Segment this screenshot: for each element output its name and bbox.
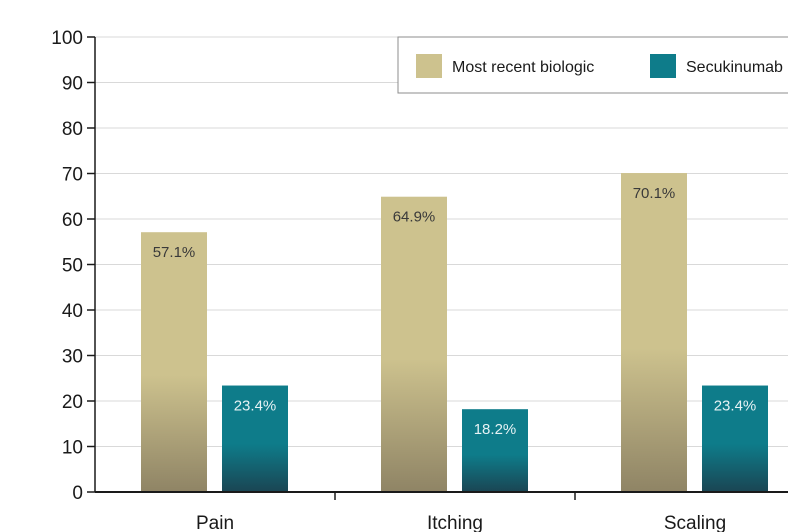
category-label: Pain — [196, 513, 234, 532]
legend-box — [397, 36, 788, 94]
category-label: Itching — [427, 513, 483, 532]
data-labels: 57.1% 23.4% 64.9% 18.2% 70.1% 23.4% — [153, 185, 757, 438]
y-tick-label: 0 — [72, 483, 83, 504]
legend: Most recent biologic Secukinumab — [397, 36, 788, 94]
bars — [141, 173, 768, 493]
axes: 0 10 20 30 40 50 60 70 80 90 100 Pain Itching Scaling — [51, 28, 788, 532]
legend-swatch — [650, 54, 676, 78]
y-tick-label: 10 — [62, 438, 83, 459]
bar — [621, 173, 687, 493]
category-label: Scaling — [664, 513, 726, 532]
bar — [381, 196, 447, 492]
legend-label: Secukinumab — [686, 59, 783, 76]
y-tick-label: 20 — [62, 392, 83, 413]
y-tick-label: 100 — [51, 28, 83, 49]
bar — [141, 232, 207, 492]
legend-label: Most recent biologic — [452, 59, 594, 76]
bar — [462, 409, 528, 492]
data-label: 23.4% — [234, 398, 277, 415]
y-tick-label: 80 — [62, 119, 83, 140]
data-label: 57.1% — [153, 244, 196, 261]
y-tick-label: 70 — [62, 165, 83, 186]
y-tick-label: 50 — [62, 256, 83, 277]
data-label: 70.1% — [633, 185, 676, 202]
y-tick-label: 90 — [62, 74, 83, 95]
bar — [702, 385, 768, 492]
y-tick-label: 30 — [62, 347, 83, 368]
data-label: 18.2% — [474, 421, 517, 438]
y-tick-label: 60 — [62, 210, 83, 231]
data-label: 23.4% — [714, 398, 757, 415]
legend-swatch — [416, 54, 442, 78]
y-tick-label: 40 — [62, 301, 83, 322]
bar — [222, 385, 288, 492]
data-label: 64.9% — [393, 209, 436, 226]
